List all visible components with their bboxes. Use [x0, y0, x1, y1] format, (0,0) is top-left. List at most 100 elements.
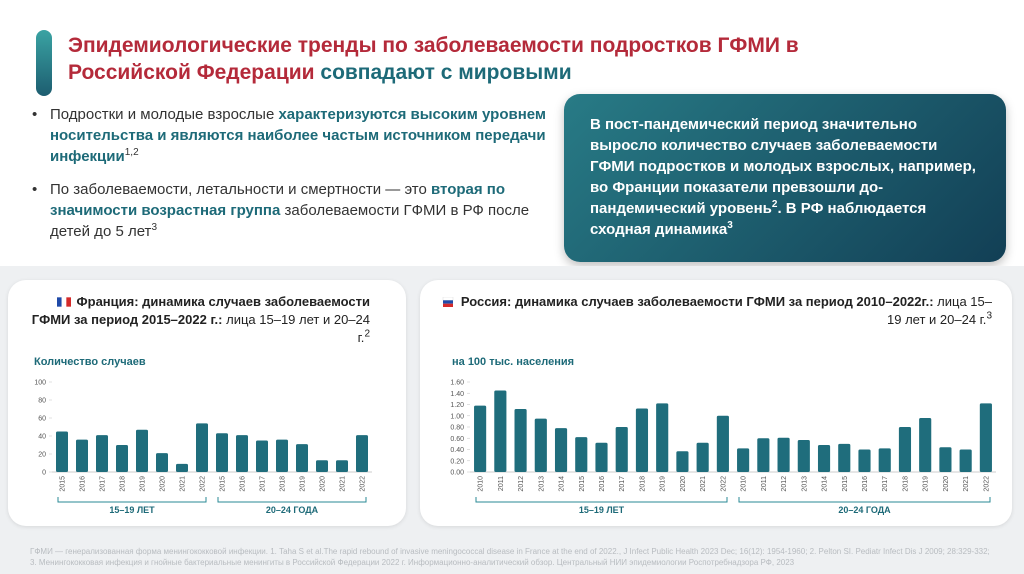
callout: В пост-пандемический период значительно … [564, 94, 1006, 262]
y-tick-label: 1.00 [450, 413, 464, 420]
bar [276, 439, 288, 472]
x-tick-label: 2010 [741, 476, 748, 492]
bar [316, 460, 328, 472]
x-tick-label: 2018 [120, 476, 127, 492]
x-tick-label: 2018 [639, 476, 646, 492]
footnote: ГФМИ — генерализованная форма менингокок… [30, 547, 990, 567]
group-bracket [57, 497, 207, 503]
bar [696, 442, 709, 472]
title-bold: Франция: динамика случаев заболеваемости… [31, 294, 370, 327]
reference: 3 [986, 310, 992, 322]
bar [575, 437, 588, 472]
x-tick-label: 2020 [160, 476, 167, 492]
chart-panel [8, 280, 406, 526]
bullet-list: Подростки и молодые взрослые характеризу… [30, 104, 550, 254]
bar [919, 418, 932, 472]
bar [494, 390, 507, 472]
bar [838, 443, 851, 472]
x-tick-label: 2016 [80, 476, 87, 492]
x-tick-label: 2016 [862, 476, 869, 492]
x-tick-label: 2022 [360, 476, 367, 492]
text: заболеваемости ГФМИ в РФ после детей до … [50, 202, 530, 240]
x-tick-label: 2021 [180, 476, 187, 492]
x-tick-label: 2022 [983, 476, 990, 492]
x-tick-label: 2015 [842, 476, 849, 492]
bar [878, 448, 891, 472]
y-tick-label: 60 [38, 416, 46, 423]
bar [196, 423, 208, 472]
title-bold: Россия: динамика случаев заболеваемости … [460, 294, 934, 309]
x-tick-label: 2017 [619, 476, 626, 492]
x-tick-label: 2015 [60, 476, 67, 492]
bar [635, 408, 649, 472]
flag-france [56, 297, 71, 307]
text: . В РФ наблюдается сходная динамика [590, 200, 927, 238]
text: По заболеваемости, летальности и смертно… [50, 181, 432, 198]
bar [216, 433, 228, 472]
bar [554, 428, 568, 472]
text: Подростки и молодые взрослые [50, 106, 279, 123]
bar [534, 418, 547, 472]
x-tick-label: 2017 [882, 476, 889, 492]
text: В пост-пандемический период значительно … [590, 116, 976, 217]
x-tick-label: 2013 [801, 476, 808, 492]
bar [737, 448, 750, 472]
x-tick-label: 2011 [761, 476, 768, 491]
bar [474, 405, 487, 472]
x-tick-label: 2014 [559, 476, 566, 492]
x-tick-label: 2018 [280, 476, 287, 492]
x-tick-label: 2020 [320, 476, 327, 492]
bar [777, 437, 790, 472]
x-tick-label: 2014 [822, 476, 829, 492]
bar [656, 403, 669, 472]
flag-russia [442, 297, 454, 307]
y-tick-label: 0.00 [450, 470, 464, 477]
bar [676, 451, 689, 472]
bar [615, 427, 628, 472]
group-label: 15–19 ЛЕТ [579, 505, 625, 515]
bar [236, 435, 248, 472]
x-tick-label: 2022 [200, 476, 207, 492]
bar [595, 442, 608, 472]
chart-title: Франция: динамика случаев заболеваемости… [20, 293, 370, 347]
reference: 2 [771, 199, 778, 210]
bar [757, 438, 770, 472]
bar [817, 445, 831, 472]
x-tick-label: 2018 [902, 476, 909, 492]
x-tick-label: 2010 [478, 476, 485, 492]
x-tick-label: 2011 [498, 476, 505, 491]
bar [858, 449, 871, 472]
x-tick-label: 2017 [260, 476, 267, 492]
bar [797, 439, 810, 472]
bar [296, 444, 308, 472]
x-tick-label: 2021 [340, 476, 347, 492]
y-tick-label: 0 [42, 470, 46, 477]
chart-title: Россия: динамика случаев заболеваемости … [440, 293, 992, 329]
bar [939, 447, 952, 472]
bullet: По заболеваемости, летальности и смертно… [30, 179, 550, 242]
highlight: характеризуются высоким уровнем носитель… [50, 106, 547, 165]
bar [979, 403, 992, 472]
x-tick-label: 2015 [220, 476, 227, 492]
bar [898, 427, 912, 472]
group-bracket [217, 497, 367, 503]
bar [959, 449, 972, 472]
bar [56, 431, 68, 472]
bar [96, 435, 108, 472]
group-bracket [475, 497, 728, 503]
y-tick-label: 40 [38, 434, 46, 441]
x-tick-label: 2012 [781, 476, 788, 492]
x-tick-label: 2019 [300, 476, 307, 492]
bar [356, 435, 368, 472]
x-tick-label: 2021 [700, 476, 707, 492]
reference: 1,2 [124, 147, 139, 158]
x-tick-label: 2016 [599, 476, 606, 492]
x-tick-label: 2019 [140, 476, 147, 492]
y-tick-label: 1.40 [450, 391, 464, 398]
bullet: Подростки и молодые взрослые характеризу… [30, 104, 550, 167]
y-tick-label: 0.40 [450, 447, 464, 454]
title-part: Эпидемиологические тренды по заболеваемо… [68, 34, 799, 84]
slide-title: Эпидемиологические тренды по заболеваемо… [68, 32, 828, 86]
